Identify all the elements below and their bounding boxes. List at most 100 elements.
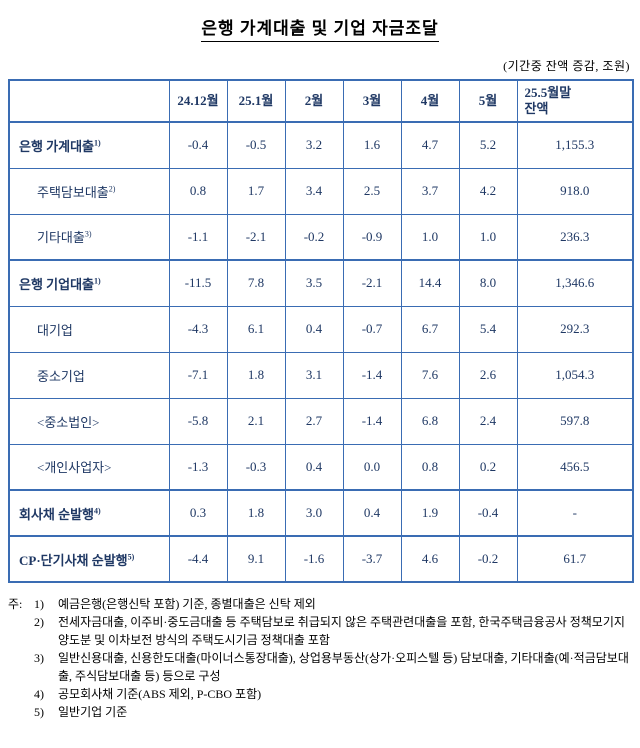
value-cell: -5.8 [168,397,228,445]
value-cell: -7.1 [168,351,228,399]
value-cell: 0.8 [400,443,460,491]
value-cell: 3.1 [284,351,344,399]
footnotes: 주: 1) 예금은행(은행신탁 포함) 기준, 종별대출은 신탁 제외 2) 전세자금대… [8,595,632,721]
row-label: <개인사업자> [8,443,170,491]
balance-cell: 918.0 [516,167,634,215]
value-cell: 3.4 [284,167,344,215]
value-cell: 9.1 [226,535,286,583]
row-label: 중소기업 [8,351,170,399]
value-cell: -0.4 [458,489,518,537]
table-row: 회사채 순발행4) 0.3 1.8 3.0 0.4 1.9 -0.4- [8,489,634,537]
value-cell: 0.4 [342,489,402,537]
row-label: 주택담보대출2) [8,167,170,215]
value-cell: -3.7 [342,535,402,583]
footnote-text: 예금은행(은행신탁 포함) 기준, 종별대출은 신탁 제외 [58,597,316,611]
balance-cell: 1,346.6 [516,259,634,307]
table-row: 중소기업 -7.1 1.8 3.1 -1.4 7.6 2.6 1,054.3 [8,351,634,399]
value-cell: 2.1 [226,397,286,445]
value-cell: 7.8 [226,259,286,307]
footnote-number: 1) [34,597,44,611]
value-cell: -1.6 [284,535,344,583]
value-cell: -2.1 [226,213,286,261]
value-cell: 1.9 [400,489,460,537]
header-row: 24.12월 25.1월 2월 3월 4월 5월 25.5월말 잔액 [8,79,634,123]
value-cell: 3.2 [284,121,344,169]
footnote-number: 5) [34,705,44,719]
footnote-marker: 5) [127,552,135,562]
table-row: 은행 기업대출1) -11.5 7.8 3.5 -2.1 14.4 8.0 1,346.6 [8,259,634,307]
value-cell: -0.7 [342,305,402,353]
table-row: 주택담보대출2) 0.8 1.7 3.4 2.5 3.7 4.2 918.0 [8,167,634,215]
value-cell: 5.2 [458,121,518,169]
value-cell: 0.0 [342,443,402,491]
value-cell: -0.4 [168,121,228,169]
value-cell: 2.6 [458,351,518,399]
footnote-line: 4) 공모회사채 기준(ABS 제외, P-CBO 포함) [8,685,632,703]
value-cell: 6.7 [400,305,460,353]
value-cell: 1.8 [226,489,286,537]
balance-cell: 1,155.3 [516,121,634,169]
footnote-line: 5) 일반기업 기준 [8,703,632,721]
value-cell: 6.1 [226,305,286,353]
row-label: 은행 가계대출1) [8,121,170,169]
value-cell: 14.4 [400,259,460,307]
balance-cell: 456.5 [516,443,634,491]
footnote-text: 일반신용대출, 신용한도대출(마이너스통장대출), 상업용부동산(상가·오피스텔… [58,651,629,683]
value-cell: 4.7 [400,121,460,169]
corner-cell [8,79,170,123]
value-cell: 2.5 [342,167,402,215]
footnote-marker: 4) [94,506,101,516]
footnote-marker: 1) [94,138,101,148]
table-row: 은행 가계대출1) -0.4 -0.5 3.2 1.6 4.7 5.2 1,155.3 [8,121,634,169]
column-header: 3월 [342,79,402,123]
column-header: 2월 [284,79,344,123]
footnote-marker: 1) [94,276,101,286]
table-row: 기타대출3) -1.1 -2.1 -0.2 -0.9 1.0 1.0 236.3 [8,213,634,261]
row-label: 회사채 순발행4) [8,489,170,537]
balance-cell: 1,054.3 [516,351,634,399]
row-label: <중소법인> [8,397,170,445]
row-label: CP·단기사채 순발행5) [8,535,170,583]
footnote-text: 공모회사채 기준(ABS 제외, P-CBO 포함) [58,687,262,701]
value-cell: 0.4 [284,443,344,491]
column-header: 25.5월말 잔액 [516,79,634,123]
value-cell: 0.4 [284,305,344,353]
balance-cell: 597.8 [516,397,634,445]
value-cell: -0.9 [342,213,402,261]
value-cell: 1.0 [458,213,518,261]
value-cell: 1.0 [400,213,460,261]
value-cell: -1.3 [168,443,228,491]
column-header: 24.12월 [168,79,228,123]
value-cell: 7.6 [400,351,460,399]
value-cell: -0.3 [226,443,286,491]
title-row: 은행 가계대출 및 기업 자금조달 [8,14,632,42]
row-label: 기타대출3) [8,213,170,261]
value-cell: -1.4 [342,351,402,399]
value-cell: 1.6 [342,121,402,169]
footnote-number: 2) [34,615,44,629]
column-header: 4월 [400,79,460,123]
footnote-marker: 2) [108,184,116,194]
value-cell: 0.8 [168,167,228,215]
balance-cell: - [516,489,634,537]
value-cell: 0.3 [168,489,228,537]
footnote-line: 2) 전세자금대출, 이주비·중도금대출 등 주택담보로 취급되지 않은 주택관련… [8,613,632,649]
value-cell: -11.5 [168,259,228,307]
table-row: 대기업 -4.3 6.1 0.4 -0.7 6.7 5.4 292.3 [8,305,634,353]
value-cell: -4.4 [168,535,228,583]
value-cell: 0.2 [458,443,518,491]
table-row: CP·단기사채 순발행5) -4.4 9.1 -1.6 -3.7 4.6 -0.2 61.7 [8,535,634,583]
row-label: 대기업 [8,305,170,353]
value-cell: -4.3 [168,305,228,353]
loan-table: 24.12월 25.1월 2월 3월 4월 5월 25.5월말 잔액 은행 가계대출1) -0… [8,79,634,583]
footnote-prefix: 주: [8,597,23,611]
value-cell: 4.6 [400,535,460,583]
value-cell: 4.2 [458,167,518,215]
table-row: <개인사업자> -1.3 -0.3 0.4 0.0 0.8 0.2 456.5 [8,443,634,491]
unit-label: (기간중 잔액 증감, 조원) [503,59,630,73]
value-cell: -0.5 [226,121,286,169]
column-header: 25.1월 [226,79,286,123]
value-cell: -2.1 [342,259,402,307]
value-cell: 3.7 [400,167,460,215]
value-cell: 1.8 [226,351,286,399]
